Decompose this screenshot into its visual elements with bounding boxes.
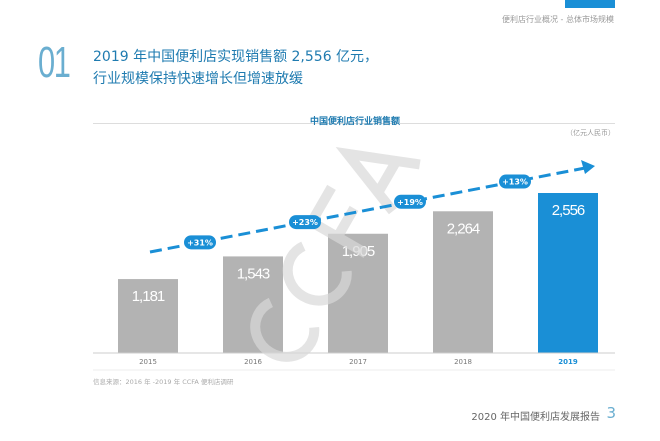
tick-label-2019: 2019 bbox=[558, 358, 578, 366]
watermark-letter-c1 bbox=[250, 297, 320, 362]
bar-2018 bbox=[433, 211, 493, 353]
unit-label: （亿元人民币） bbox=[566, 128, 615, 137]
value-label-2018: 2,264 bbox=[447, 220, 480, 237]
tick-label-2015: 2015 bbox=[139, 358, 157, 366]
tick-label-2017: 2017 bbox=[349, 358, 367, 366]
growth-badge-2 bbox=[289, 215, 321, 230]
chart-title: 中国便利店行业销售额 bbox=[310, 115, 400, 127]
divider bbox=[93, 123, 615, 124]
source-note: 信息来源：2016 年 -2019 年 CCFA 便利店调研 bbox=[93, 378, 234, 386]
tick-label-2018: 2018 bbox=[454, 358, 472, 366]
section-label: 便利店行业概况 - 总体市场规模 bbox=[502, 15, 614, 24]
value-label-2019: 2,556 bbox=[552, 202, 585, 219]
watermark bbox=[250, 147, 421, 362]
watermark-letter-a bbox=[335, 147, 421, 215]
tick-label-2016: 2016 bbox=[244, 358, 262, 366]
value-label-2016: 1,543 bbox=[237, 265, 270, 282]
bar-2019 bbox=[538, 193, 598, 353]
report-title: 2020 年中国便利店发展报告 bbox=[471, 412, 600, 423]
bar-2015 bbox=[118, 279, 178, 353]
growth-label-2: +23% bbox=[292, 218, 318, 227]
growth-badge-4 bbox=[499, 174, 531, 189]
trend-arrowhead bbox=[581, 160, 595, 174]
top-accent-bar bbox=[565, 0, 615, 8]
headline-line-1: 2019 年中国便利店实现销售额 2,556 亿元， bbox=[93, 49, 379, 65]
growth-badge-1 bbox=[184, 235, 216, 250]
growth-label-1: +31% bbox=[187, 238, 213, 247]
growth-label-3: +19% bbox=[397, 198, 423, 207]
growth-label-4: +13% bbox=[502, 178, 528, 187]
growth-badge-3 bbox=[394, 194, 426, 209]
watermark-letter-c2 bbox=[282, 241, 352, 306]
headline: 2019 年中国便利店实现销售额 2,556 亿元， 行业规模保持快速增长但增速… bbox=[93, 46, 378, 90]
headline-line-2: 行业规模保持快速增长但增速放缓 bbox=[93, 71, 303, 87]
page-number: 3 bbox=[606, 404, 616, 422]
value-label-2015: 1,181 bbox=[132, 288, 165, 305]
section-number: 01 bbox=[38, 38, 71, 87]
